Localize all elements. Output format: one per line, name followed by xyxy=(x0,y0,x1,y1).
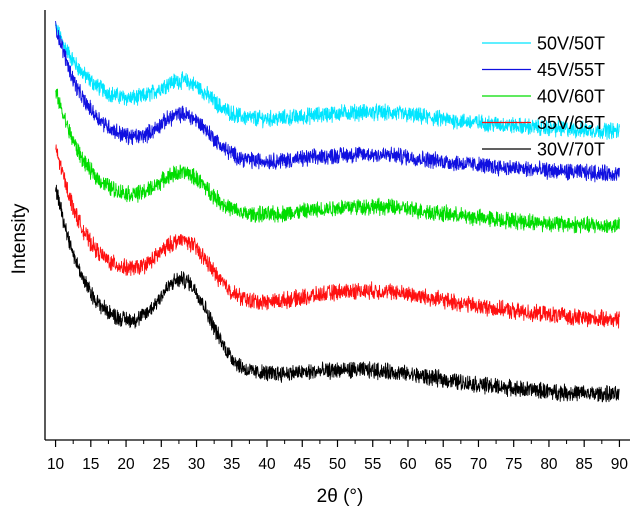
x-tick-label: 65 xyxy=(435,456,452,473)
legend-label: 45V/55T xyxy=(537,60,605,80)
series-line-4 xyxy=(55,144,620,329)
x-tick-label: 20 xyxy=(117,456,135,473)
x-tick-label: 30 xyxy=(188,456,206,473)
series-line-1 xyxy=(55,22,620,140)
x-tick-label: 55 xyxy=(364,456,381,473)
series-lines xyxy=(55,20,620,403)
legend-label: 30V/70T xyxy=(537,140,605,160)
x-tick-label: 80 xyxy=(540,456,558,473)
x-axis-label: 2θ (°) xyxy=(317,486,364,507)
x-tick-label: 15 xyxy=(82,456,99,473)
x-tick-label: 45 xyxy=(294,456,311,473)
x-tick-label: 60 xyxy=(399,456,417,473)
x-tick-label: 90 xyxy=(611,456,629,473)
x-tick-label: 35 xyxy=(223,456,240,473)
y-axis-label: Intensity xyxy=(9,203,30,274)
series-line-3 xyxy=(55,88,620,234)
x-tick-label: 25 xyxy=(153,456,170,473)
x-tick-label: 70 xyxy=(470,456,488,473)
legend-label: 35V/65T xyxy=(537,113,605,133)
legend-label: 50V/50T xyxy=(537,34,605,54)
series-line-2 xyxy=(55,20,620,183)
x-axis: 10 15 20 25 30 35 40 45 50 55 60 65 70 75 80 85 90 xyxy=(47,440,628,473)
x-tick-label: 85 xyxy=(576,456,593,473)
x-tick-label: 75 xyxy=(505,456,522,473)
legend: 50V/50T 45V/55T 40V/60T 35V/65T 30V/70T xyxy=(482,34,605,160)
x-tick-label: 50 xyxy=(329,456,347,473)
series-line-5 xyxy=(55,184,620,403)
x-tick-label: 40 xyxy=(258,456,276,473)
legend-label: 40V/60T xyxy=(537,87,605,107)
x-tick-label: 10 xyxy=(47,456,65,473)
